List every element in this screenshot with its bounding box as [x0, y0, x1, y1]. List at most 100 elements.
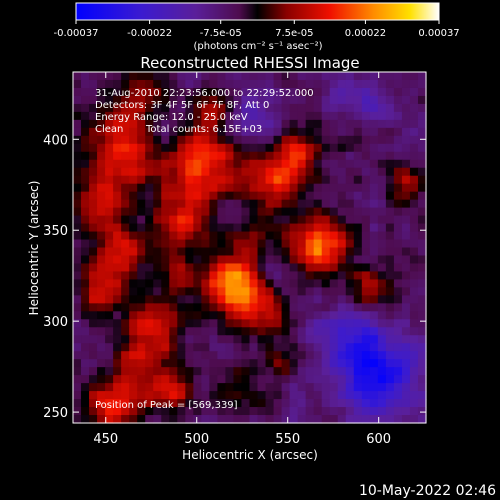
heatmap-cell [185, 72, 194, 81]
heatmap-cell [281, 255, 291, 265]
heatmap-cell [129, 95, 138, 105]
heatmap-cell [161, 319, 170, 328]
heatmap-cell [321, 327, 331, 336]
heatmap-cell [161, 167, 170, 177]
heatmap-cell [145, 239, 154, 249]
heatmap-cell [241, 343, 251, 352]
heatmap-cell [305, 191, 315, 201]
heatmap-cell [289, 159, 299, 169]
heatmap-cell [353, 391, 363, 400]
heatmap-cell [321, 175, 331, 185]
heatmap-cell [161, 191, 170, 201]
heatmap-cell [73, 351, 82, 360]
heatmap-cell [129, 215, 138, 225]
heatmap-cell [89, 311, 98, 320]
heatmap-cell [377, 391, 387, 400]
heatmap-cell [273, 239, 283, 249]
heatmap-cell [345, 223, 355, 233]
heatmap-cell [153, 191, 162, 201]
heatmap-cell [97, 79, 106, 89]
heatmap-cell [185, 87, 194, 97]
heatmap-cell [177, 391, 186, 400]
heatmap-cell [361, 295, 371, 304]
heatmap-cell [353, 183, 363, 193]
heatmap-cell [145, 359, 154, 368]
heatmap-cell [273, 255, 283, 265]
heatmap-cell [353, 351, 363, 360]
heatmap-cell [73, 191, 82, 201]
heatmap-cell [329, 111, 339, 121]
heatmap-cell [329, 79, 339, 89]
heatmap-cell [393, 207, 403, 217]
heatmap-cell [345, 263, 355, 273]
heatmap-cell [209, 239, 219, 249]
heatmap-cell [137, 415, 146, 424]
heatmap-cell [73, 72, 82, 81]
heatmap-cell [289, 335, 299, 344]
heatmap-cell [369, 151, 379, 161]
heatmap-cell [297, 207, 307, 217]
heatmap-cell [369, 127, 379, 137]
heatmap-cell [289, 351, 299, 360]
heatmap-cell [145, 87, 154, 97]
heatmap-cell [289, 231, 299, 241]
heatmap-cell [273, 359, 283, 368]
heatmap-cell [281, 367, 291, 376]
heatmap-cell [385, 231, 395, 241]
heatmap-cell [193, 183, 202, 193]
heatmap-cell [337, 119, 347, 129]
heatmap-cell [417, 351, 427, 360]
heatmap-cell [361, 191, 371, 201]
heatmap-cell [241, 207, 251, 217]
heatmap-cell [241, 103, 251, 113]
heatmap-cell [161, 279, 170, 288]
heatmap-cell [329, 287, 339, 296]
heatmap-cell [249, 287, 259, 296]
heatmap-cell [145, 191, 154, 201]
heatmap-cell [233, 279, 243, 288]
heatmap-cell [153, 199, 162, 209]
heatmap-cell [145, 311, 154, 320]
heatmap-cell [265, 191, 275, 201]
heatmap-cell [185, 167, 194, 177]
heatmap-cell [393, 151, 403, 161]
heatmap-cell [121, 271, 130, 281]
heatmap-cell [345, 375, 355, 384]
heatmap-cell [233, 119, 243, 129]
heatmap-cell [129, 359, 138, 368]
heatmap-cell [249, 151, 259, 161]
heatmap-cell [89, 207, 98, 217]
heatmap-cell [297, 223, 307, 233]
heatmap-cell [369, 319, 379, 328]
heatmap-cell [409, 375, 419, 384]
heatmap-cell [137, 95, 146, 105]
heatmap-cell [233, 143, 243, 153]
heatmap-cell [305, 399, 315, 408]
heatmap-cell [409, 319, 419, 328]
heatmap-cell [81, 391, 90, 400]
heatmap-cell [321, 247, 331, 257]
heatmap-cell [409, 215, 419, 225]
heatmap-cell [265, 279, 275, 288]
heatmap-cell [73, 383, 82, 392]
heatmap-cell [305, 143, 315, 153]
heatmap-cell [385, 72, 395, 81]
heatmap-cell [89, 391, 98, 400]
heatmap-cell [105, 327, 114, 336]
heatmap-cell [289, 367, 299, 376]
heatmap-cell [401, 175, 411, 185]
heatmap-cell [257, 295, 267, 304]
heatmap-cell [177, 295, 186, 304]
heatmap-cell [81, 215, 90, 225]
heatmap-cell [89, 327, 98, 336]
heatmap-cell [417, 159, 427, 169]
heatmap-cell [233, 199, 243, 209]
heatmap-cell [193, 127, 202, 137]
heatmap-cell [345, 311, 355, 320]
heatmap-cell [281, 215, 291, 225]
heatmap-cell [401, 255, 411, 265]
heatmap-cell [185, 159, 194, 169]
heatmap-cell [225, 183, 235, 193]
heatmap-cell [369, 167, 379, 177]
heatmap-cell [337, 255, 347, 265]
